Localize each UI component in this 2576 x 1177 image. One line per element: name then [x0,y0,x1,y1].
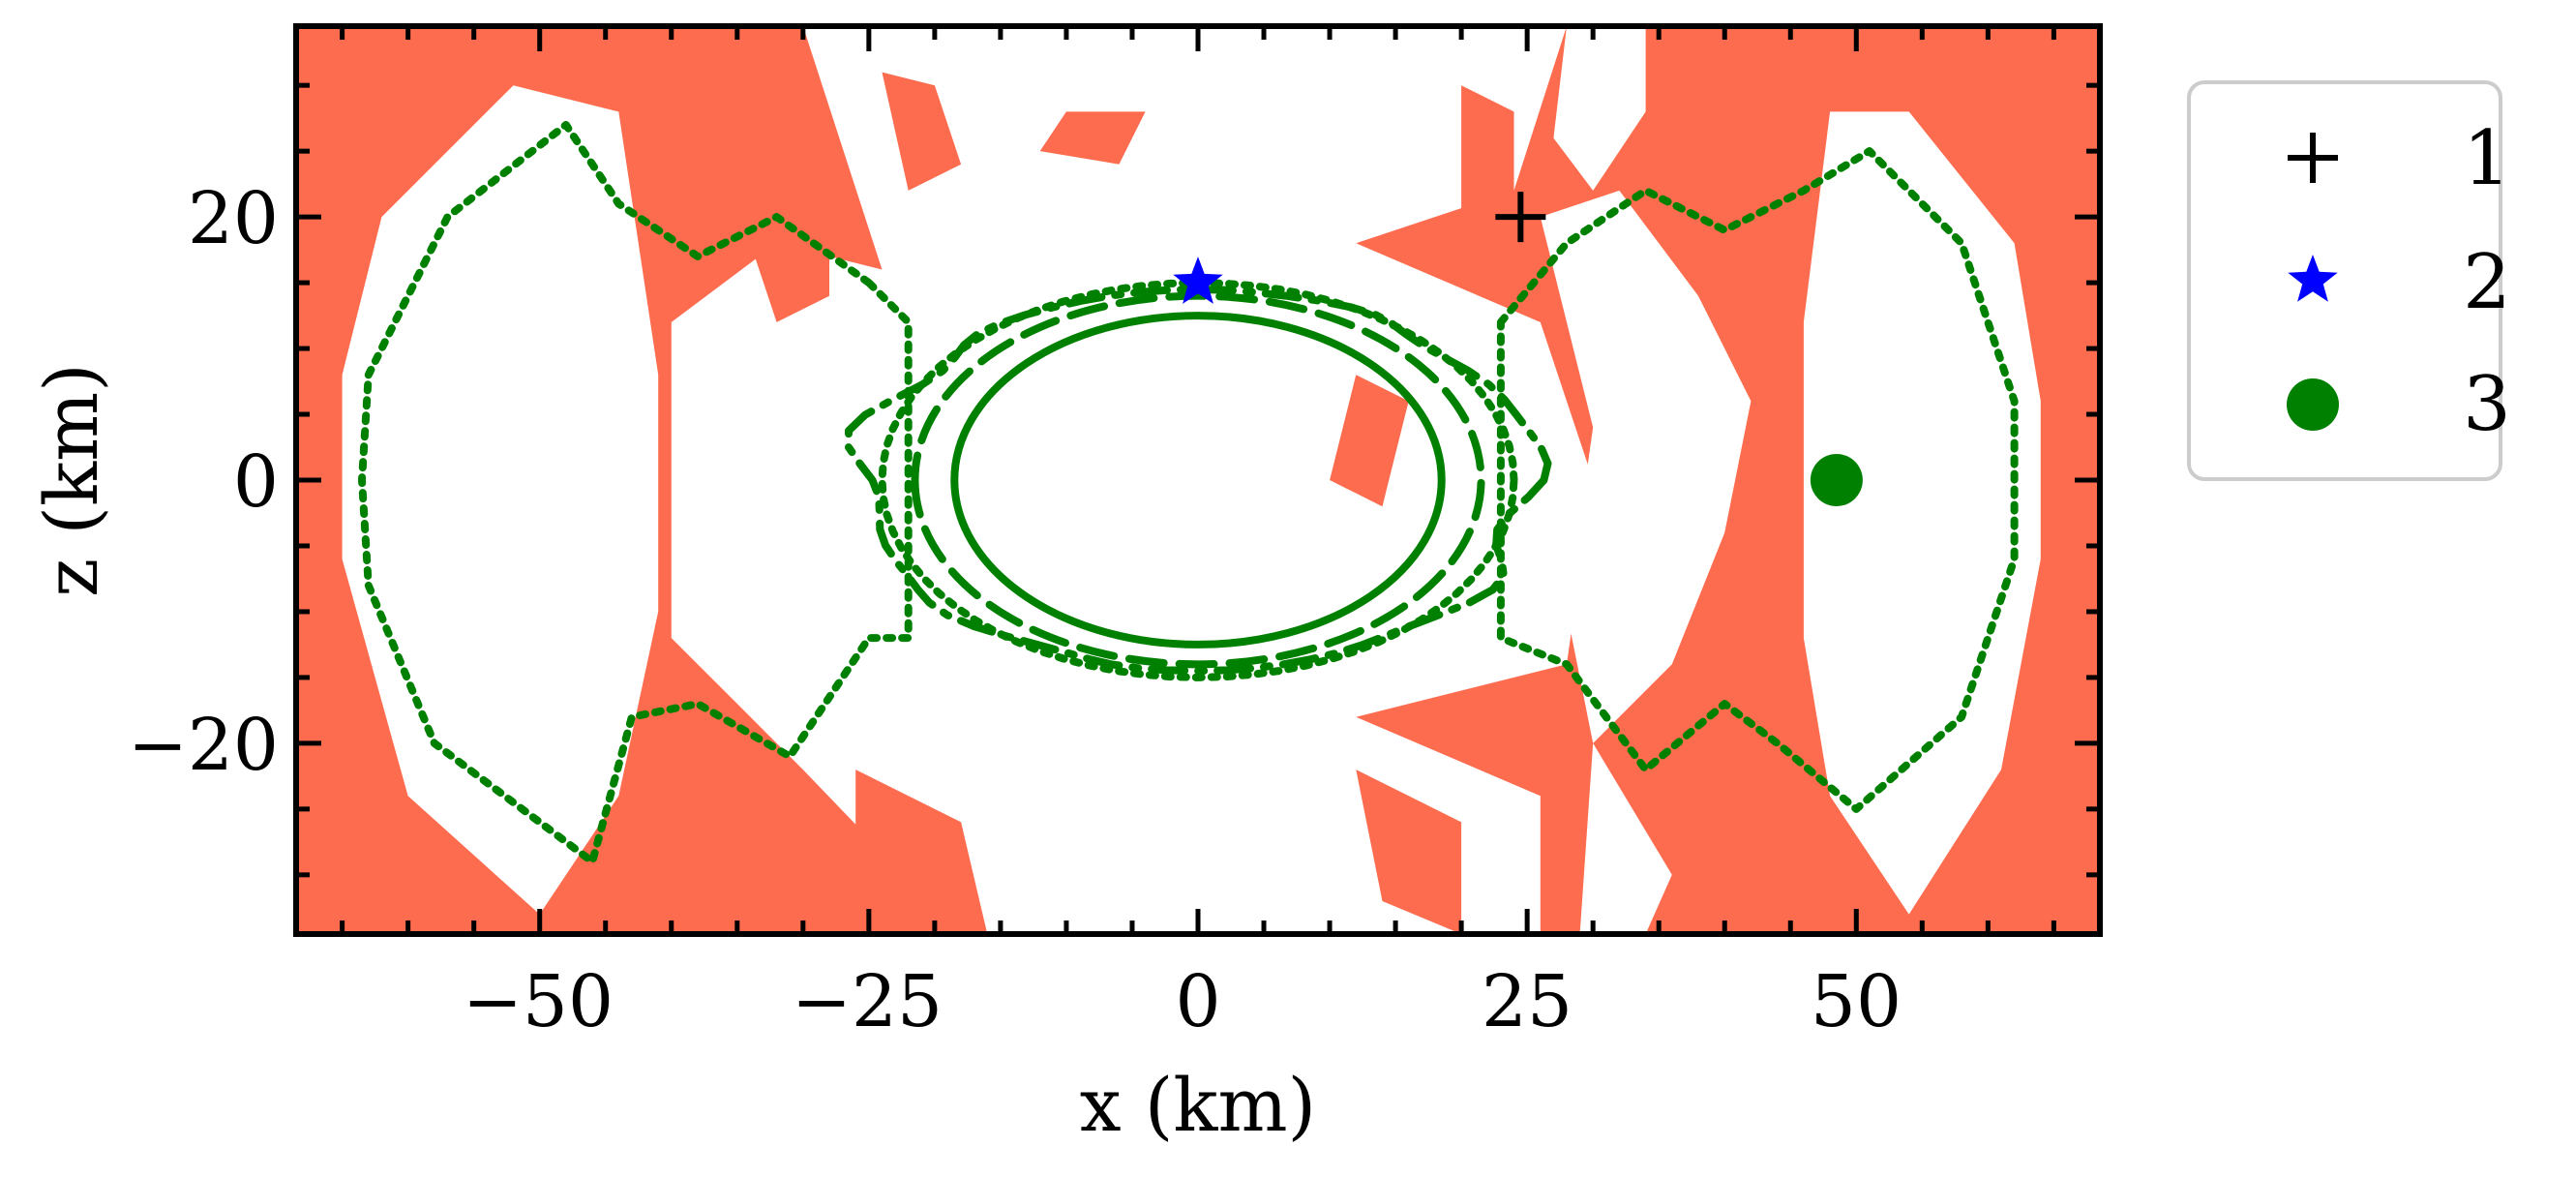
legend-markers [2287,133,2339,431]
fill-region [855,770,988,934]
x-tick-label: −25 [792,960,943,1043]
legend-marker-3 [2287,378,2339,431]
fill-region [1039,111,1146,165]
contour-solid [950,312,1446,649]
y-tick-label: −20 [128,704,279,787]
y-tick-label: 20 [188,177,279,260]
legend: 1 2 3 [2187,80,2511,481]
fill-region [1461,85,1514,296]
fill-region [882,72,962,191]
legend-marker-1 [2288,133,2338,183]
fill-gap [671,26,1594,934]
x-tick-label: 50 [1811,960,1902,1043]
fill-region [750,217,829,322]
data-point-1 [1495,192,1546,243]
fill-gap [1579,742,1672,934]
y-tick-label: 0 [233,440,279,524]
fill-gap [1540,190,1752,743]
x-tick-label: 25 [1482,960,1573,1043]
legend-label-2: 2 [2463,239,2511,326]
contour-layer [358,121,2019,866]
contour-dashed [911,291,1485,669]
legend-label-3: 3 [2463,361,2511,448]
fill-region [1330,375,1409,507]
y-tick-labels: −20 0 20 [128,177,279,787]
fill-region [1356,770,1462,934]
legend-frame [2187,80,2502,481]
x-tick-labels: −50 −25 0 25 50 [463,960,1902,1043]
data-point-3 [1810,454,1863,506]
marker-layer [1173,192,1863,506]
x-axis-label: x (km) [1080,1062,1316,1148]
data-point-2 [1173,257,1223,304]
legend-label-1: 1 [2463,115,2511,202]
x-tick-label: 0 [1175,960,1220,1043]
x-tick-label: −50 [463,960,614,1043]
y-axis-label: z (km) [28,363,114,597]
fill-gap [1553,26,1646,191]
tick-layer [296,26,2100,934]
legend-marker-2 [2288,255,2338,302]
contour-dotted [358,121,2019,866]
